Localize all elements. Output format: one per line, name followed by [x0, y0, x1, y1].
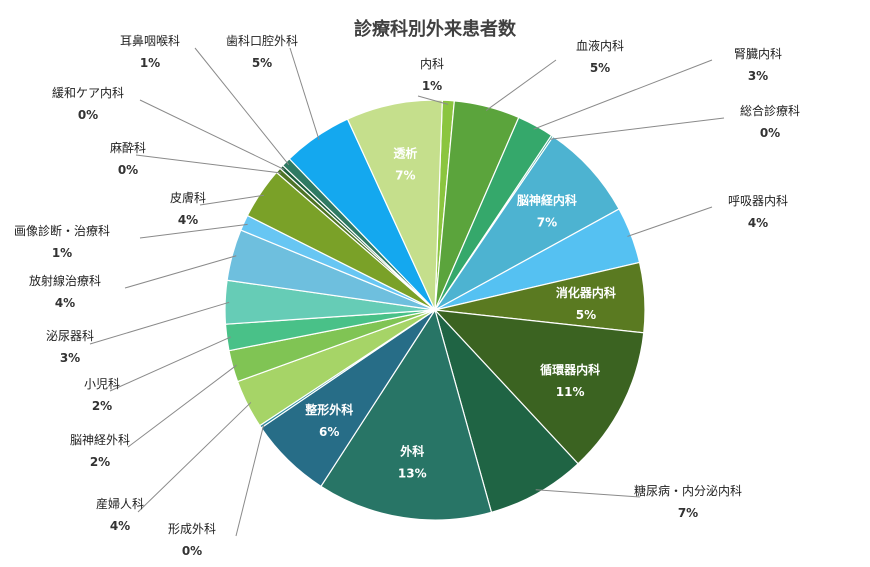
slice-label-name: 整形外科	[304, 402, 353, 417]
leader-line	[139, 99, 285, 171]
leader-line	[235, 424, 265, 537]
slice-label-name: 画像診断・治療科	[14, 223, 110, 238]
slice-label-percent: 3%	[748, 69, 768, 83]
pie-slice	[433, 309, 645, 465]
slice-label-percent: 7%	[537, 215, 557, 229]
leader-line	[124, 255, 237, 289]
slice-label-name: 血液内科	[576, 38, 624, 53]
slice-label-name: 脳神経内科	[517, 192, 577, 207]
slice-label-name: 腎臓内科	[734, 47, 782, 61]
slice-label-percent: 11%	[556, 385, 585, 399]
leader-line	[139, 223, 248, 239]
slice-label-name: 歯科口腔外科	[226, 33, 298, 48]
slice-label-name: 泌尿器科	[46, 329, 94, 343]
leader-line	[127, 364, 237, 448]
leader-line	[109, 336, 231, 392]
leader-line	[89, 301, 230, 345]
slice-label-percent: 4%	[110, 519, 130, 533]
leader-line	[199, 194, 264, 206]
slice-labels: 内科 1% 血液内科 5% 腎臓内科 3% 総合診療科 0% 脳神経内科 7% 呼吸器内科 4% 消化器…	[14, 33, 800, 558]
slice-label-name: 総合診療科	[740, 103, 800, 118]
slice-label-percent: 1%	[140, 56, 160, 70]
leader-line	[135, 154, 282, 174]
slice-label-name: 糖尿病・内分泌内科	[634, 483, 742, 498]
slice-label-percent: 1%	[422, 79, 442, 93]
slice-label-percent: 0%	[78, 108, 98, 122]
slice-label-percent: 2%	[90, 455, 110, 469]
slice-label-name: 産婦人科	[96, 496, 144, 511]
slice-label-name: 形成外科	[168, 522, 216, 536]
slice-label-percent: 0%	[118, 163, 138, 177]
slice-label-percent: 4%	[178, 213, 198, 227]
leader-lines	[89, 47, 725, 537]
leader-line	[627, 206, 713, 237]
leader-line	[194, 47, 290, 166]
slice-label-percent: 7%	[395, 169, 415, 183]
slice-label-percent: 5%	[576, 308, 596, 322]
slice-label-percent: 4%	[55, 296, 75, 310]
slice-label-name: 脳神経外科	[70, 433, 130, 447]
pie-slice	[434, 309, 579, 514]
slice-label-name: 消化器内科	[556, 285, 616, 300]
slice-label-name: 放射線治療科	[29, 273, 101, 288]
slice-label-percent: 5%	[590, 61, 610, 75]
leader-line	[289, 47, 320, 140]
slice-label-name: 緩和ケア内科	[52, 86, 124, 100]
leader-line	[535, 489, 641, 498]
slice-label-percent: 3%	[60, 351, 80, 365]
pie-slice	[434, 135, 620, 311]
slice-label-name: 内科	[420, 57, 444, 71]
slice-label-percent: 6%	[319, 425, 339, 439]
slice-label-name: 皮膚科	[170, 190, 206, 205]
leader-line	[417, 95, 449, 105]
slice-label-name: 呼吸器内科	[728, 194, 788, 208]
slice-label-percent: 1%	[52, 246, 72, 260]
slice-label-name: 透析	[393, 146, 417, 161]
slice-label-percent: 5%	[252, 56, 272, 70]
leader-line	[137, 402, 252, 513]
slice-label-percent: 2%	[92, 399, 112, 413]
pie-slice	[320, 308, 493, 521]
slice-label-name: 麻酔科	[110, 140, 146, 155]
pie-slices	[224, 99, 646, 521]
chart-title: 診療科別外来患者数	[354, 18, 517, 40]
leader-line	[550, 117, 725, 140]
slice-label-name: 耳鼻咽喉科	[120, 33, 180, 48]
slice-label-percent: 7%	[678, 506, 698, 520]
pie-slice	[346, 99, 443, 311]
leader-line	[485, 59, 557, 111]
slice-label-name: 循環器内科	[540, 362, 600, 377]
slice-label-percent: 0%	[760, 126, 780, 140]
slice-label-name: 小児科	[84, 377, 120, 391]
leader-line	[533, 59, 713, 130]
slice-label-percent: 4%	[748, 216, 768, 230]
slice-label-name: 外科	[400, 443, 424, 458]
slice-label-percent: 0%	[182, 544, 202, 558]
slice-label-percent: 13%	[398, 466, 427, 480]
